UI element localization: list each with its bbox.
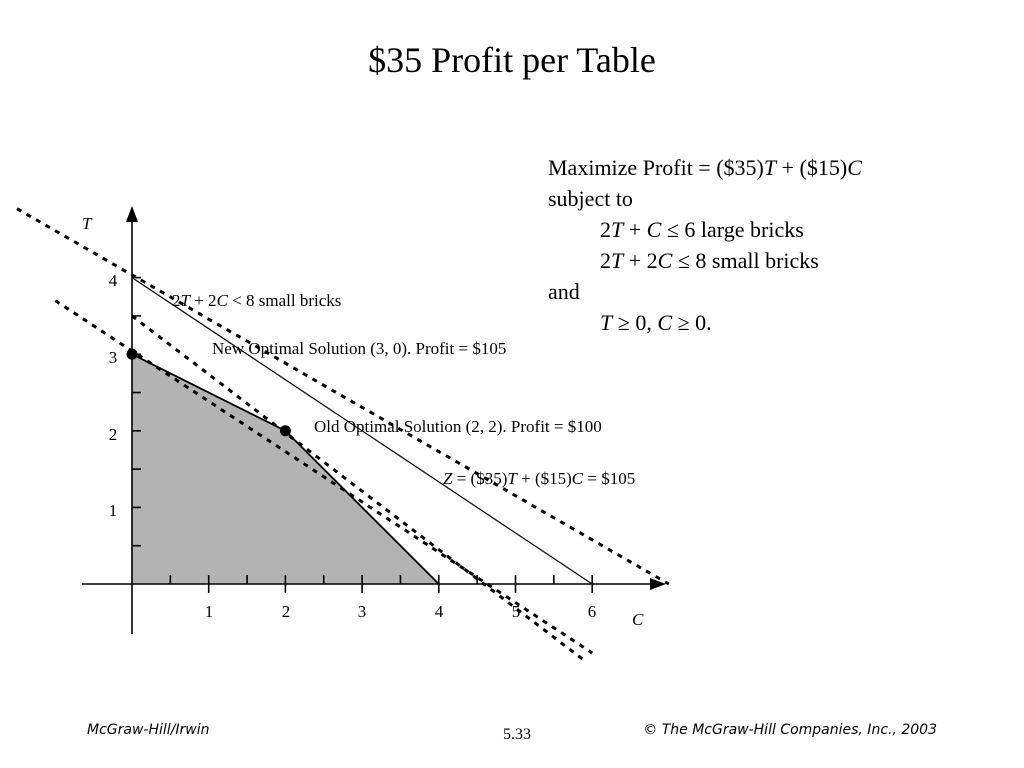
feasible-region-layer [132, 354, 439, 584]
iso-profit-line [131, 314, 586, 662]
iso-profit-line [54, 299, 594, 655]
feasible-region [132, 354, 439, 584]
slide-number: 5.33 [503, 726, 531, 743]
x-tick-label: 1 [205, 602, 214, 621]
and-label: and [548, 279, 580, 304]
lp-graph: T C 1 2 3 4 5 6 1 2 3 4 2T + 2C < 8 smal… [16, 206, 670, 662]
y-tick-label: 3 [109, 348, 118, 367]
solution-point [279, 425, 291, 437]
footer-copyright: © The McGraw-Hill Companies, Inc., 2003 [643, 722, 937, 738]
x-axis-arrow [650, 578, 666, 590]
nonnegativity-constraint: T ≥ 0, C ≥ 0. [600, 310, 712, 335]
constraint-line [131, 277, 593, 585]
x-axis-label: C [632, 610, 644, 629]
old-optimal-solution-label: Old Optimal Solution (2, 2). Profit = $1… [314, 417, 602, 436]
y-tick-label: 4 [109, 271, 118, 290]
y-axis-label: T [82, 214, 93, 233]
iso-profit-line [16, 207, 670, 586]
x-tick-label: 2 [282, 602, 291, 621]
tick-labels: 1 2 3 4 5 6 1 2 3 4 [109, 271, 597, 621]
profit-line-label: Z = ($35)T + ($15)C = $105 [443, 469, 635, 488]
y-tick-label: 2 [109, 425, 118, 444]
x-tick-label: 5 [512, 602, 521, 621]
x-tick-label: 3 [358, 602, 367, 621]
axes-layer [82, 206, 666, 634]
y-tick-label: 1 [109, 501, 118, 520]
y-axis-arrow [126, 206, 138, 222]
x-tick-label: 4 [435, 602, 444, 621]
constraint-large-bricks: 2T + C ≤ 6 large bricks [600, 217, 804, 242]
small-bricks-constraint-label: 2T + 2C < 8 small bricks [172, 291, 341, 310]
x-tick-label: 6 [588, 602, 597, 621]
points-layer [126, 348, 291, 437]
subject-to-label: subject to [548, 186, 633, 211]
slide-title: $35 Profit per Table [368, 40, 656, 80]
constraint-small-bricks: 2T + 2C ≤ 8 small bricks [600, 248, 819, 273]
objective-function: Maximize Profit = ($35)T + ($15)C [548, 155, 862, 180]
solution-point [126, 348, 138, 360]
lp-formulation: Maximize Profit = ($35)T + ($15)C subjec… [548, 152, 862, 338]
footer-publisher: McGraw-Hill/Irwin [87, 722, 210, 738]
constraint-lines-layer [16, 207, 670, 662]
new-optimal-solution-label: New Optimal Solution (3, 0). Profit = $1… [212, 339, 506, 358]
